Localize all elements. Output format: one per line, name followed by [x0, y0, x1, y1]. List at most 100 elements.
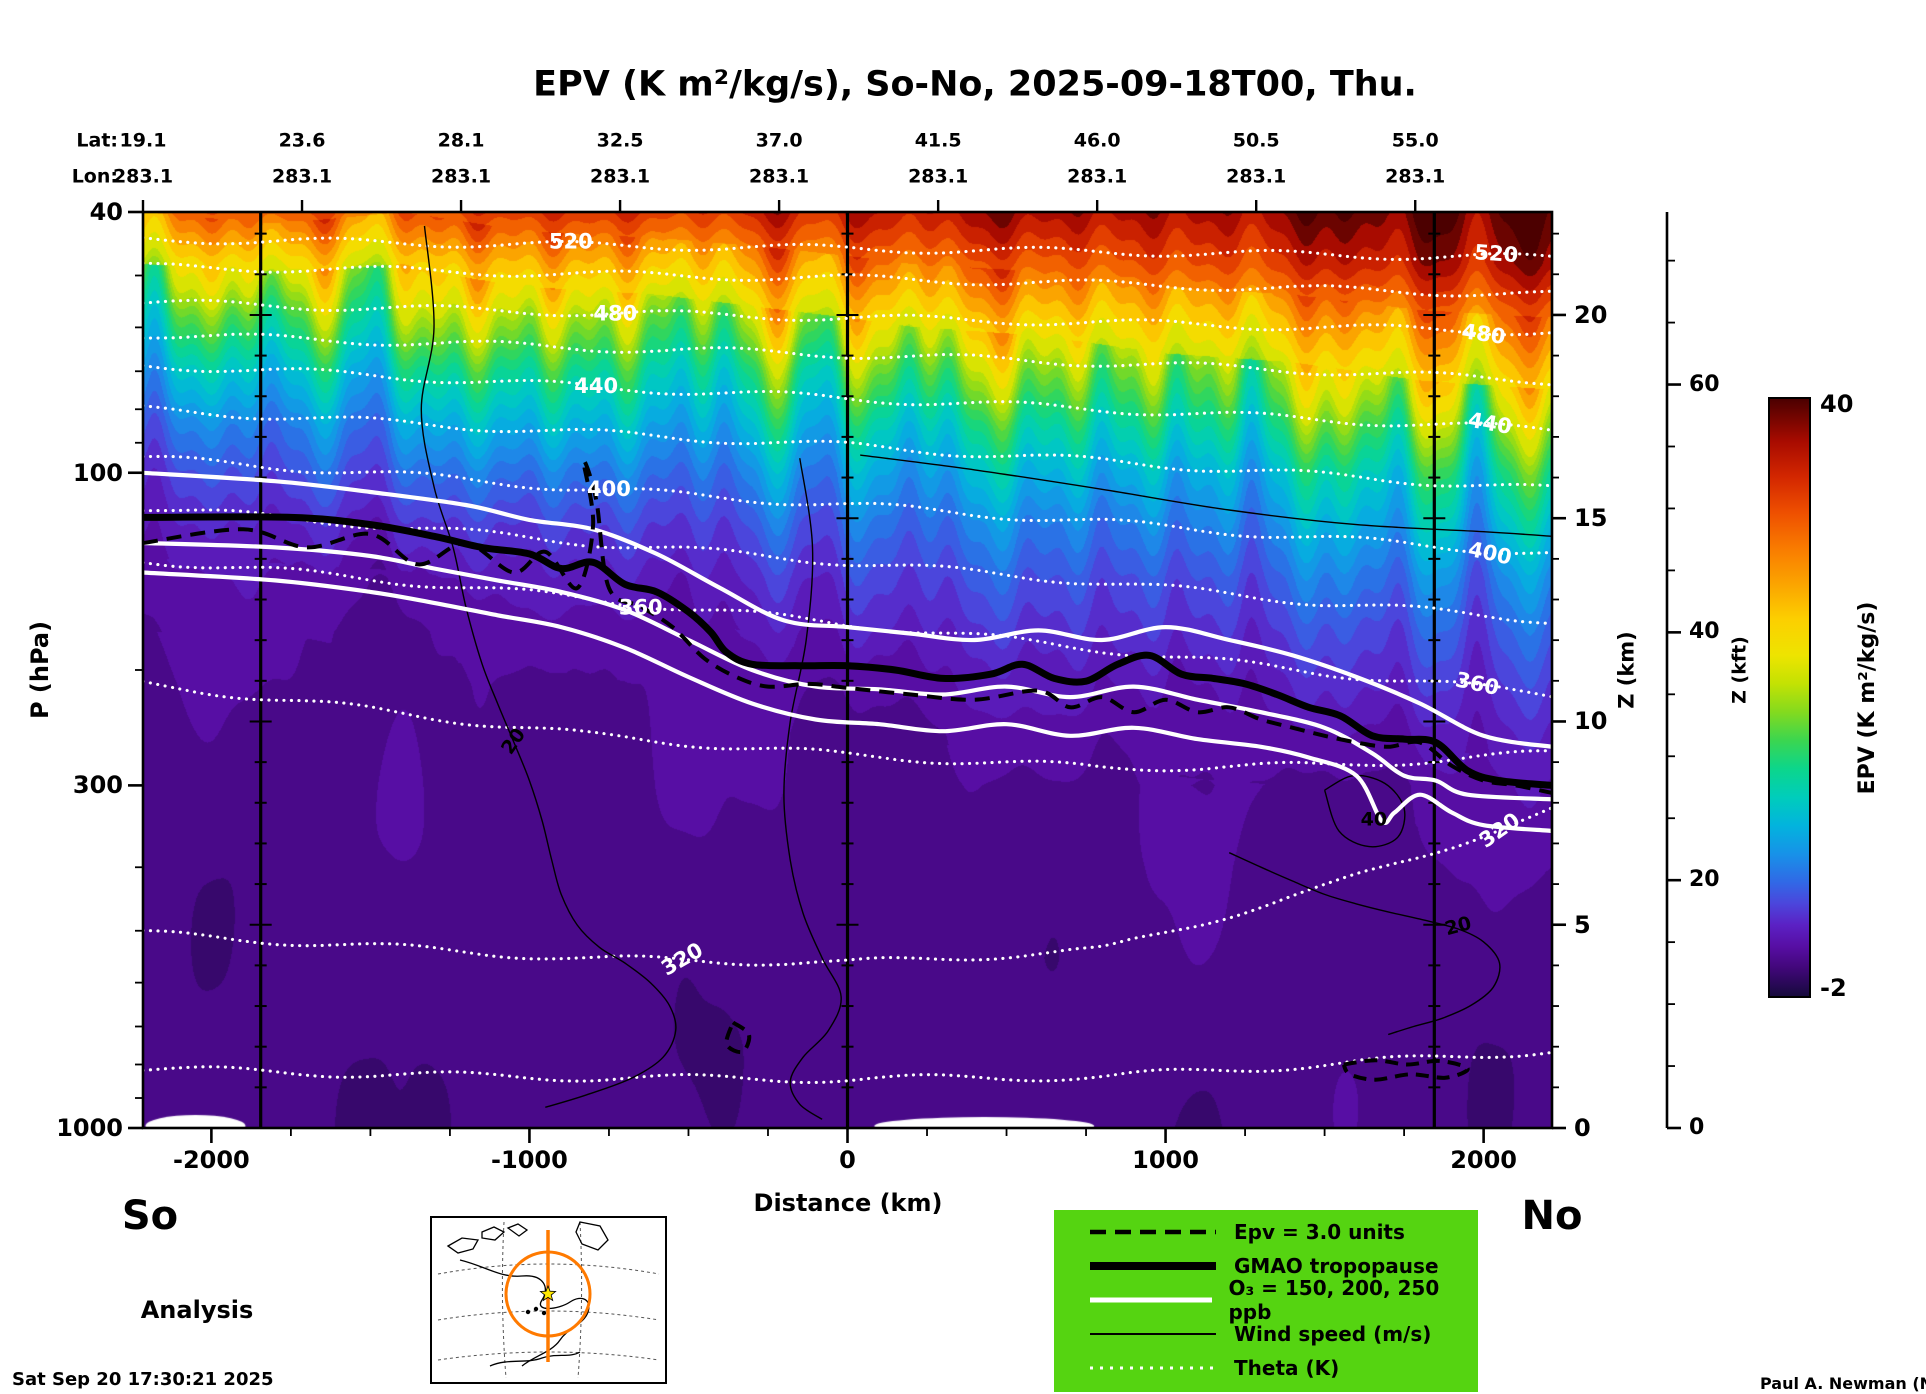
colorbar-title: EPV (K m²/kg/s) — [1855, 601, 1880, 795]
legend-items: Epv = 3.0 units GMAO tropopause O₃ = 150, … — [1054, 1215, 1478, 1385]
pressure-tick-label: 300 — [72, 771, 123, 800]
lat-tick-label: 28.1 — [437, 129, 485, 152]
lat-tick-label: 50.5 — [1232, 129, 1280, 152]
colorbar-max-label: 40 — [1820, 390, 1854, 418]
lon-tick-label: 283.1 — [430, 165, 492, 188]
lat-tick-label: 19.1 — [119, 129, 167, 152]
theta-contour-500 — [141, 261, 1554, 298]
legend-item-label: Epv = 3.0 units — [1234, 1220, 1405, 1244]
legend-item-label: GMAO tropopause — [1234, 1254, 1439, 1278]
lon-tick-label: 283.1 — [908, 165, 969, 188]
theta-label: 480 — [593, 301, 637, 325]
zkm-tick-label: 15 — [1574, 504, 1608, 533]
lon-tick-label: 283.1 — [1226, 165, 1287, 188]
theta-contour-460 — [141, 332, 1554, 387]
theta-label: 400 — [1466, 537, 1514, 570]
lat-tick-label: 23.6 — [278, 129, 326, 152]
legend-item: Wind speed (m/s) — [1054, 1317, 1478, 1351]
theta-label: 400 — [587, 477, 631, 501]
theta-label: 520 — [549, 229, 593, 253]
wind-speed-label: 20 — [497, 724, 530, 758]
theta-label: 360 — [619, 596, 663, 620]
lat-tick-label: 32.5 — [596, 129, 644, 152]
wind-contour — [783, 458, 842, 1120]
zkm-axis-title: Z (km) — [1614, 631, 1639, 709]
lat-tick-label: 55.0 — [1391, 129, 1439, 152]
wind-speed-label: 20 — [1443, 912, 1474, 940]
wind-contour — [420, 225, 677, 1108]
wind-contour — [1228, 852, 1501, 1036]
lon-tick-label: 283.1 — [590, 165, 651, 188]
legend-line-sample — [1090, 1262, 1216, 1270]
timestamp: Sat Sep 20 17:30:21 2025 — [12, 1369, 274, 1390]
lon-tick-label: 283.1 — [1385, 165, 1446, 188]
legend-item: O₃ = 150, 200, 250 ppb — [1054, 1276, 1478, 1324]
legend-item-label: Wind speed (m/s) — [1234, 1322, 1432, 1346]
zkft-axis-title: Z (kft) — [1728, 636, 1751, 704]
south-end-label: So — [121, 1193, 179, 1239]
chart-title: EPV (K m²/kg/s), So-No, 2025-09-18T00, T… — [533, 64, 1417, 105]
wind-speed-label: 40 — [1361, 808, 1387, 830]
great-lakes — [541, 1310, 547, 1316]
graticule-line — [577, 1221, 583, 1379]
north-end-label: No — [1521, 1193, 1583, 1239]
theta-label: 360 — [1453, 667, 1501, 700]
theta-label: 320 — [1475, 808, 1525, 853]
theta-label: 440 — [574, 374, 618, 398]
pressure-axis-title: P (hPa) — [26, 620, 54, 720]
credit: Paul A. Newman (NASA — [1760, 1374, 1926, 1393]
zkm-tick-label: 10 — [1574, 707, 1608, 736]
star-icon — [539, 1284, 557, 1302]
coastline-greenland — [575, 1221, 609, 1251]
distance-axis-title: Distance (km) — [753, 1189, 943, 1217]
distance-tick-label: 2000 — [1450, 1146, 1518, 1174]
distance-tick-label: -2000 — [172, 1146, 250, 1174]
lon-tick-label: 283.1 — [1067, 165, 1128, 188]
lon-tick-label: 283.1 — [749, 165, 810, 188]
legend-item-label: O₃ = 150, 200, 250 ppb — [1228, 1276, 1440, 1324]
theta-label: 480 — [1460, 319, 1507, 349]
pressure-tick-label: 40 — [89, 198, 123, 226]
ozone-contour-250 — [142, 570, 1553, 833]
pressure-tick-label: 1000 — [56, 1114, 123, 1142]
zkft-tick-label: 20 — [1689, 867, 1720, 893]
legend-line-sample — [1090, 1229, 1216, 1235]
distance-tick-label: -1000 — [491, 1146, 568, 1174]
legend-item: Theta (K) — [1054, 1351, 1478, 1385]
plot-layers: 320 320 360 360 400 400 440 440 480 480 520 520 20 40… — [128, 200, 1566, 1143]
epv3-contour-segment — [1341, 1058, 1470, 1082]
lon-tick-label: 283.1 — [112, 165, 174, 188]
zkm-tick-label: 0 — [1574, 1114, 1591, 1142]
theta-contour-360 — [141, 561, 1554, 699]
wind-contour — [860, 454, 1553, 537]
analysis-label: Analysis — [140, 1296, 254, 1324]
legend-line-sample — [1090, 1366, 1216, 1370]
theta-contour-520 — [141, 236, 1554, 261]
coastline-gulf — [489, 1351, 581, 1367]
graticule-line — [501, 1221, 507, 1379]
theta-contour-300 — [141, 1050, 1554, 1085]
lat-tick-label: 37.0 — [755, 129, 803, 152]
legend-line-sample — [1090, 1297, 1213, 1303]
distance-tick-label: 1000 — [1132, 1146, 1199, 1174]
map-inset — [430, 1216, 667, 1384]
legend-line-sample — [1090, 1333, 1216, 1335]
lon-row-label: Lon: — [71, 165, 118, 188]
lat-tick-label: 41.5 — [914, 129, 962, 152]
pressure-tick-label: 100 — [72, 458, 123, 487]
ozone-contour-150 — [142, 470, 1553, 749]
lat-row-label: Lat: — [76, 129, 118, 152]
colorbar-min-label: -2 — [1820, 974, 1847, 1002]
tropopause-line — [142, 513, 1553, 789]
ozone-contour-200 — [142, 540, 1553, 802]
lat-tick-label: 46.0 — [1073, 129, 1121, 152]
theta-label: 520 — [1474, 240, 1519, 267]
zkm-tick-label: 20 — [1574, 300, 1608, 329]
legend-box: Epv = 3.0 units GMAO tropopause O₃ = 150, … — [1054, 1210, 1478, 1392]
zkft-tick-label: 0 — [1689, 1115, 1705, 1140]
great-lakes — [525, 1309, 531, 1315]
theta-label: 320 — [657, 938, 707, 981]
legend-item: Epv = 3.0 units — [1054, 1215, 1478, 1249]
